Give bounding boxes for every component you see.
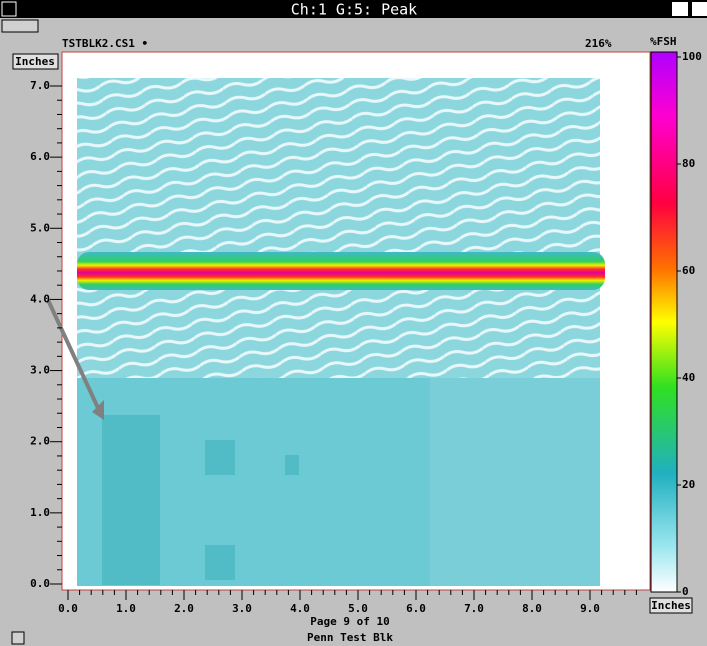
color-tick-label: 60 xyxy=(682,264,695,277)
x-unit-box xyxy=(649,597,693,614)
arrow-head xyxy=(92,400,104,420)
y-tick-label: 6.0 xyxy=(30,150,50,163)
y-tick-label: 0.0 xyxy=(30,577,50,590)
color-tick-label: 80 xyxy=(682,157,695,170)
x-tick-label: 1.0 xyxy=(116,602,136,615)
y-tick-label: 7.0 xyxy=(30,79,50,92)
color-tick-label: 0 xyxy=(682,585,689,598)
indications xyxy=(102,415,299,585)
title-bar xyxy=(0,0,707,18)
x-tick-label: 6.0 xyxy=(406,602,426,615)
scale-unit: %FSH xyxy=(650,35,677,48)
x-tick-label: 0.0 xyxy=(58,602,78,615)
y-unit-box xyxy=(12,53,59,70)
scan-texture xyxy=(77,78,600,378)
file-name: TSTBLK2.CS1 • xyxy=(62,37,148,50)
arrow xyxy=(46,299,100,409)
x-tick-label: 4.0 xyxy=(290,602,310,615)
color-tick-label: 20 xyxy=(682,478,695,491)
x-unit: Inches xyxy=(651,599,691,612)
color-bar xyxy=(650,51,678,593)
page-info: Page 9 of 10 xyxy=(310,615,389,628)
window-title: Ch:1 G:5: Peak xyxy=(291,1,417,19)
y-tick-label: 3.0 xyxy=(30,364,50,377)
back-wall-band xyxy=(77,252,605,290)
x-tick-label: 9.0 xyxy=(580,602,600,615)
color-tick-label: 40 xyxy=(682,371,695,384)
x-tick-label: 7.0 xyxy=(464,602,484,615)
gain: 216% xyxy=(585,37,612,50)
scan-region xyxy=(430,378,600,586)
block-name: Penn Test Blk xyxy=(307,631,393,644)
corner-icon[interactable] xyxy=(11,631,25,645)
undo-button[interactable] xyxy=(672,2,688,16)
menu-button[interactable] xyxy=(1,1,17,17)
y-tick-label: 4.0 xyxy=(30,292,50,305)
x-tick-label: 3.0 xyxy=(232,602,252,615)
x-tick-label: 5.0 xyxy=(348,602,368,615)
x-tick-label: 8.0 xyxy=(522,602,542,615)
toolbar-icons[interactable] xyxy=(1,19,39,33)
color-tick-label: 100 xyxy=(682,50,702,63)
x-tick-label: 2.0 xyxy=(174,602,194,615)
y-tick-label: 2.0 xyxy=(30,435,50,448)
y-unit: Inches xyxy=(15,55,55,68)
back-button[interactable] xyxy=(692,2,707,16)
y-tick-label: 5.0 xyxy=(30,221,50,234)
y-tick-label: 1.0 xyxy=(30,506,50,519)
